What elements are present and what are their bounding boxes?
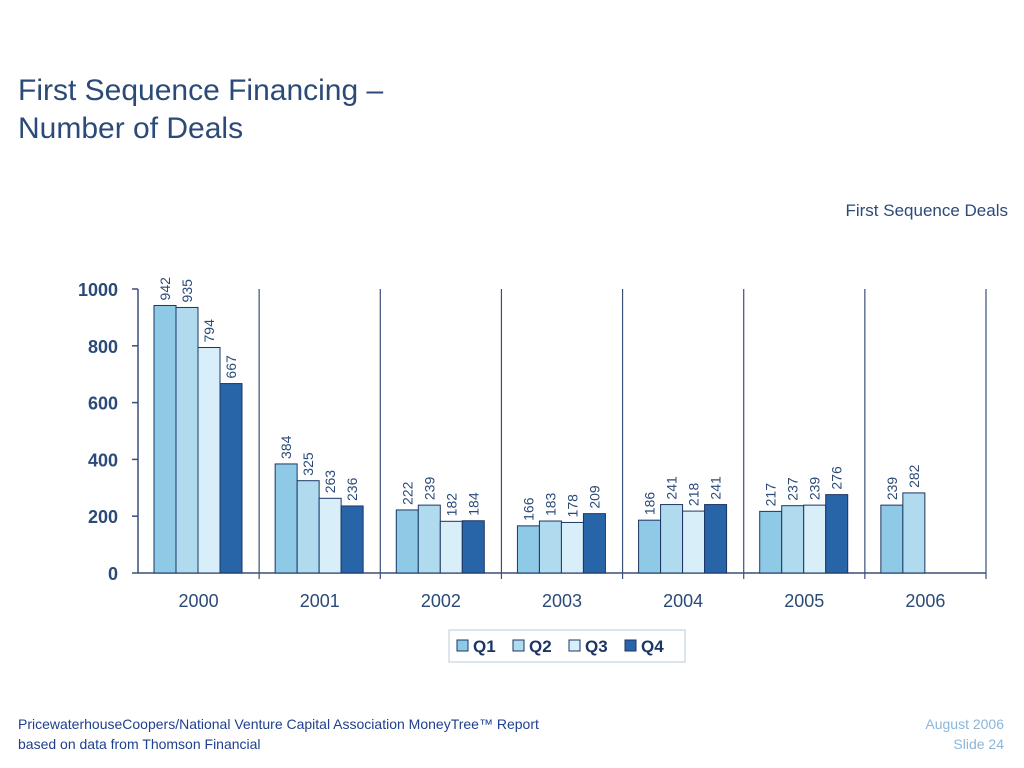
data-label: 263	[322, 470, 338, 494]
data-label: 325	[300, 452, 316, 476]
data-label: 239	[884, 477, 900, 501]
data-label: 186	[642, 492, 658, 516]
data-label: 182	[443, 493, 459, 517]
bar-q2	[538, 520, 562, 574]
data-label: 239	[421, 477, 437, 501]
title-line-2: Number of Deals	[18, 112, 244, 145]
bar-q1	[759, 510, 783, 574]
legend-swatch-q2	[512, 639, 525, 652]
data-label: 282	[906, 464, 922, 488]
bar-chart: 0 200 400 600 800 1000 2000 2001 2002 2003 2004 200…	[78, 277, 987, 663]
slide-title: First Sequence Financing – Number of Dea…	[18, 72, 383, 148]
bar-q3	[439, 520, 463, 574]
y-tick-label: 0	[108, 564, 118, 584]
data-label: 218	[686, 483, 702, 507]
data-label: 942	[157, 277, 173, 301]
bar-q3	[560, 521, 584, 574]
y-tick-label: 800	[88, 337, 118, 357]
legend-swatch-q4	[624, 639, 637, 652]
data-label: 178	[564, 494, 580, 518]
bar-q4	[340, 505, 364, 574]
bar-q1	[153, 304, 177, 574]
data-label: 183	[542, 492, 558, 516]
x-tick-label: 2001	[300, 591, 340, 611]
bar-q4	[461, 520, 485, 574]
bar-q3	[682, 510, 706, 574]
bar-q1	[516, 525, 540, 574]
legend-swatch-q1	[456, 639, 469, 652]
data-label: 935	[179, 279, 195, 303]
footer-source-line-1: PricewaterhouseCoopers/National Venture …	[18, 716, 539, 732]
bar-q1	[638, 519, 662, 574]
data-label: 276	[829, 466, 845, 490]
x-tick-label: 2002	[421, 591, 461, 611]
footer-source: PricewaterhouseCoopers/National Venture …	[18, 714, 539, 754]
data-label: 237	[785, 477, 801, 501]
data-label: 241	[664, 476, 680, 500]
bar-q4	[219, 383, 243, 574]
y-tick-label: 1000	[78, 280, 118, 300]
footer-source-line-2: based on data from Thomson Financial	[18, 736, 261, 752]
x-tick-label: 2005	[784, 591, 824, 611]
x-tick-label: 2004	[663, 591, 703, 611]
bar-q2	[781, 505, 805, 574]
legend-label-q2: Q2	[529, 637, 552, 656]
bar-q2	[417, 504, 441, 574]
legend-label-q3: Q3	[585, 637, 608, 656]
bar-q3	[318, 497, 342, 574]
data-label: 209	[586, 485, 602, 509]
data-label: 217	[763, 483, 779, 507]
footer-meta: August 2006 Slide 24	[925, 714, 1004, 754]
bar-q3	[197, 347, 221, 574]
data-label: 667	[223, 355, 239, 379]
bar-q2	[175, 306, 199, 574]
data-label: 794	[201, 319, 217, 343]
title-line-1: First Sequence Financing –	[18, 74, 384, 107]
y-tick-label: 400	[88, 450, 118, 470]
bar-q4	[825, 494, 849, 574]
bar-q1	[395, 509, 419, 574]
legend-swatch-q3	[568, 639, 581, 652]
footer-date: August 2006	[925, 716, 1004, 732]
bar-q1	[880, 504, 904, 574]
bar-q4	[582, 513, 606, 574]
data-label: 241	[708, 476, 724, 500]
y-tick-label: 600	[88, 394, 118, 414]
bar-q3	[803, 504, 827, 574]
data-label: 166	[520, 497, 536, 521]
data-label: 184	[465, 492, 481, 516]
data-label: 236	[344, 477, 360, 501]
chart-title: First Sequence Deals	[845, 201, 1008, 220]
x-tick-label: 2003	[542, 591, 582, 611]
bar-q1	[274, 463, 298, 574]
bar-q4	[704, 504, 728, 574]
legend-label-q1: Q1	[473, 637, 496, 656]
bar-q2	[296, 480, 320, 574]
x-tick-label: 2006	[905, 591, 945, 611]
x-tick-label: 2000	[179, 591, 219, 611]
legend-label-q4: Q4	[641, 637, 664, 656]
bar-q2	[660, 504, 684, 574]
bar-q2	[902, 492, 926, 574]
data-label: 384	[278, 435, 294, 459]
data-label: 222	[399, 481, 415, 505]
slide-number: Slide 24	[953, 736, 1004, 752]
data-label: 239	[807, 477, 823, 501]
legend-box	[448, 629, 686, 663]
y-tick-label: 200	[88, 507, 118, 527]
